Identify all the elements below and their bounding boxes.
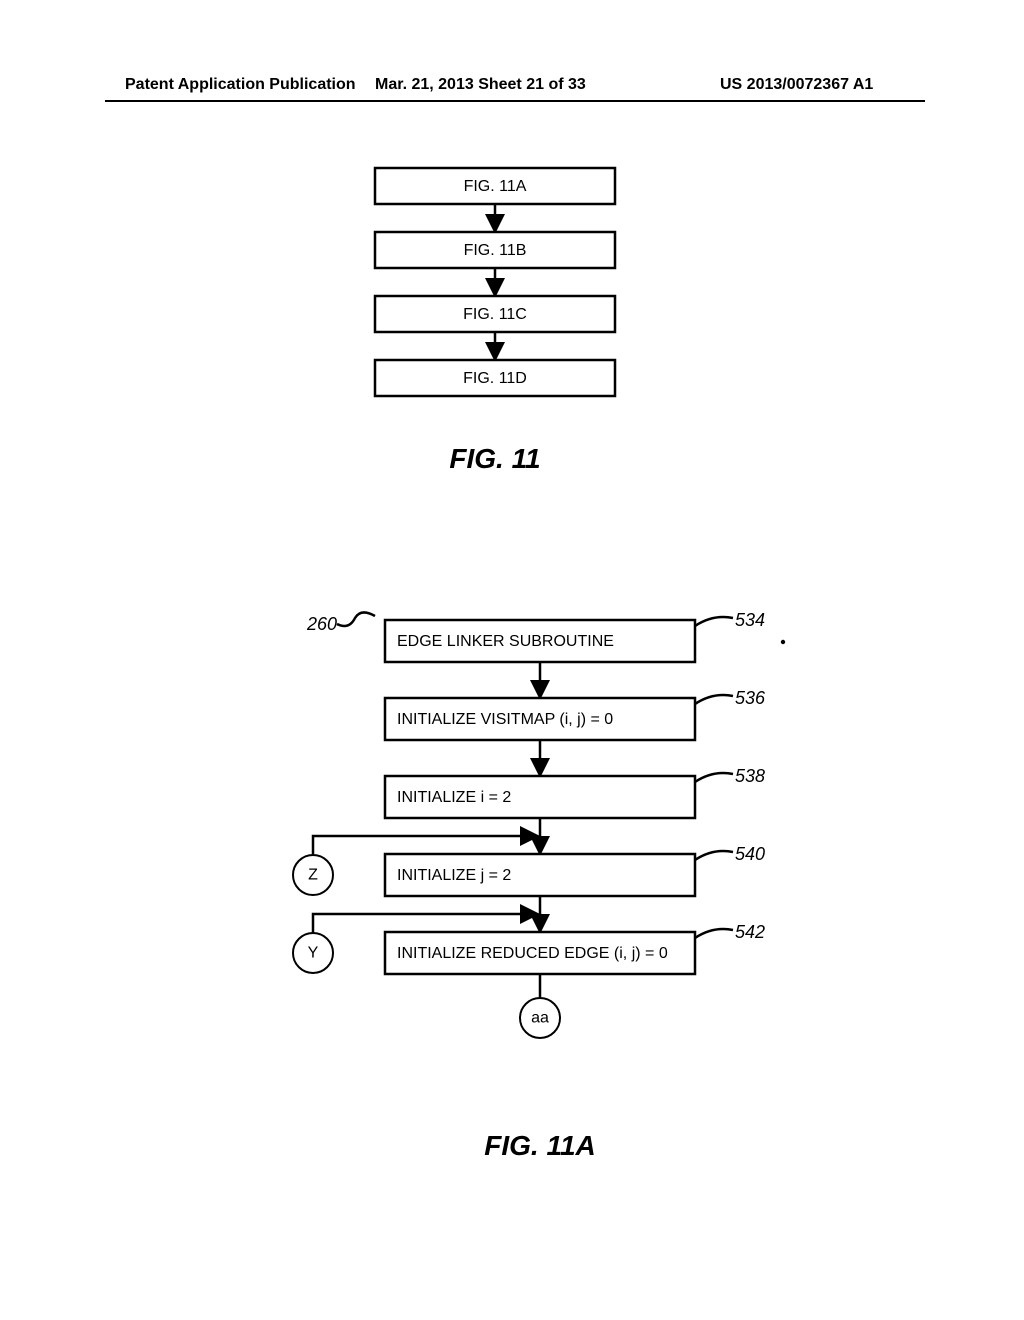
step-ref: 534 (735, 610, 765, 630)
connector-aa-label: aa (531, 1010, 549, 1027)
step-ref-leader (695, 617, 733, 626)
dot (781, 640, 785, 644)
step-label: EDGE LINKER SUBROUTINE (397, 633, 614, 650)
fig11-box-label: FIG. 11A (464, 178, 527, 195)
step-ref: 538 (735, 766, 765, 786)
step-ref-leader (695, 929, 733, 938)
header-rule (105, 100, 925, 102)
step-ref-leader (695, 773, 733, 782)
fig-11a: 260 EDGE LINKER SUBROUTINE 534 INITIALIZE V… (293, 610, 785, 1161)
step-label: INITIALIZE REDUCED EDGE (i, j) = 0 (397, 945, 668, 962)
fig11-box-label: FIG. 11C (463, 306, 527, 323)
ref-260-leader (337, 612, 375, 626)
fig11a-title: FIG. 11A (484, 1130, 596, 1161)
connector-y-line (313, 914, 536, 933)
fig-11: FIG. 11A FIG. 11B FIG. 11C FIG. 11D FIG. 11 (375, 168, 615, 474)
diagram-canvas: FIG. 11AFIG. 11BFIG. 11CFIG. 11DFIG. 11 … (85, 120, 939, 1280)
header-middle: Mar. 21, 2013 Sheet 21 of 33 (375, 76, 586, 94)
step-ref: 540 (735, 844, 765, 864)
fig11-title: FIG. 11 (449, 443, 540, 474)
ref-260: 260 (306, 614, 337, 634)
header-left: Patent Application Publication (125, 76, 356, 94)
fig11-box-label: FIG. 11B (464, 242, 527, 259)
connector-z-line (313, 836, 536, 855)
page: Patent Application Publication Mar. 21, … (85, 40, 939, 1280)
step-ref-leader (695, 851, 733, 860)
step-ref-leader (695, 695, 733, 704)
step-ref: 542 (735, 922, 765, 942)
connector-y-label: Y (308, 945, 319, 962)
header-right: US 2013/0072367 A1 (720, 76, 873, 94)
step-ref: 536 (735, 688, 766, 708)
step-label: INITIALIZE j = 2 (397, 867, 511, 884)
step-label: INITIALIZE i = 2 (397, 789, 511, 806)
fig11-box-label: FIG. 11D (463, 370, 527, 387)
step-label: INITIALIZE VISITMAP (i, j) = 0 (397, 711, 613, 728)
connector-z-label: Z (308, 867, 318, 884)
